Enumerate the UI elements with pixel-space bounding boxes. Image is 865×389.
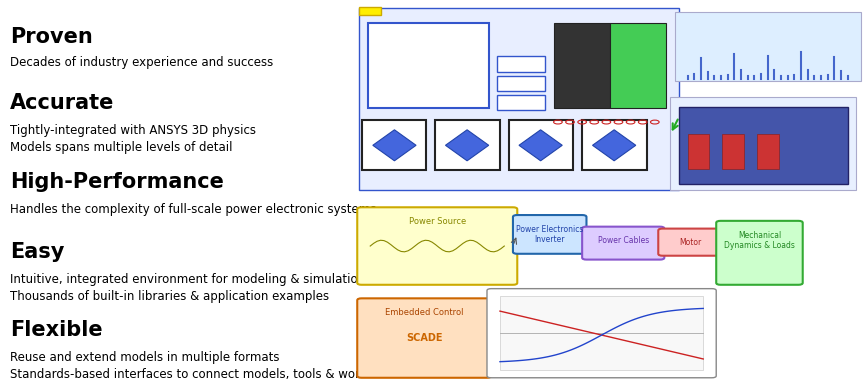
Text: High-Performance: High-Performance [10,172,224,193]
Text: Decades of industry experience and success: Decades of industry experience and succe… [10,56,273,69]
Text: Tightly-integrated with ANSYS 3D physics
Models spans multiple levels of detail: Tightly-integrated with ANSYS 3D physics… [10,124,256,154]
Text: Power Source: Power Source [408,217,466,226]
Text: Motor: Motor [680,238,702,247]
Polygon shape [593,130,636,161]
FancyBboxPatch shape [497,95,545,110]
FancyBboxPatch shape [435,120,500,170]
FancyBboxPatch shape [357,298,491,378]
Polygon shape [373,130,416,161]
FancyBboxPatch shape [582,120,647,170]
FancyBboxPatch shape [487,289,716,378]
FancyBboxPatch shape [716,221,803,285]
FancyBboxPatch shape [500,296,703,370]
Text: Easy: Easy [10,242,65,262]
FancyBboxPatch shape [675,12,861,81]
FancyBboxPatch shape [362,120,426,170]
Text: Intuitive, integrated environment for modeling & simulation
Thousands of built-i: Intuitive, integrated environment for mo… [10,273,366,303]
FancyBboxPatch shape [497,56,545,72]
Text: Power Cables: Power Cables [598,237,649,245]
Text: SCADE: SCADE [406,333,443,343]
Text: Embedded Control: Embedded Control [385,308,464,317]
Text: Power Electronics
Inverter: Power Electronics Inverter [516,225,583,244]
FancyBboxPatch shape [359,7,381,16]
FancyBboxPatch shape [722,134,744,168]
Text: Accurate: Accurate [10,93,115,113]
FancyBboxPatch shape [357,207,517,285]
FancyBboxPatch shape [509,120,573,170]
Text: Proven: Proven [10,27,93,47]
Polygon shape [445,130,489,161]
FancyBboxPatch shape [368,23,489,109]
FancyBboxPatch shape [513,215,586,254]
FancyBboxPatch shape [554,23,610,109]
FancyBboxPatch shape [497,75,545,91]
FancyBboxPatch shape [670,97,856,190]
FancyBboxPatch shape [658,229,723,256]
FancyBboxPatch shape [610,23,666,109]
FancyBboxPatch shape [757,134,778,168]
Text: Handles the complexity of full-scale power electronic systems: Handles the complexity of full-scale pow… [10,203,377,216]
FancyBboxPatch shape [582,227,664,259]
FancyBboxPatch shape [679,107,848,184]
Polygon shape [519,130,562,161]
Text: Flexible: Flexible [10,320,103,340]
FancyBboxPatch shape [688,134,709,168]
Text: Mechanical
Dynamics & Loads: Mechanical Dynamics & Loads [724,231,795,250]
Text: Reuse and extend models in multiple formats
Standards-based interfaces to connec: Reuse and extend models in multiple form… [10,350,398,381]
FancyBboxPatch shape [359,8,679,190]
